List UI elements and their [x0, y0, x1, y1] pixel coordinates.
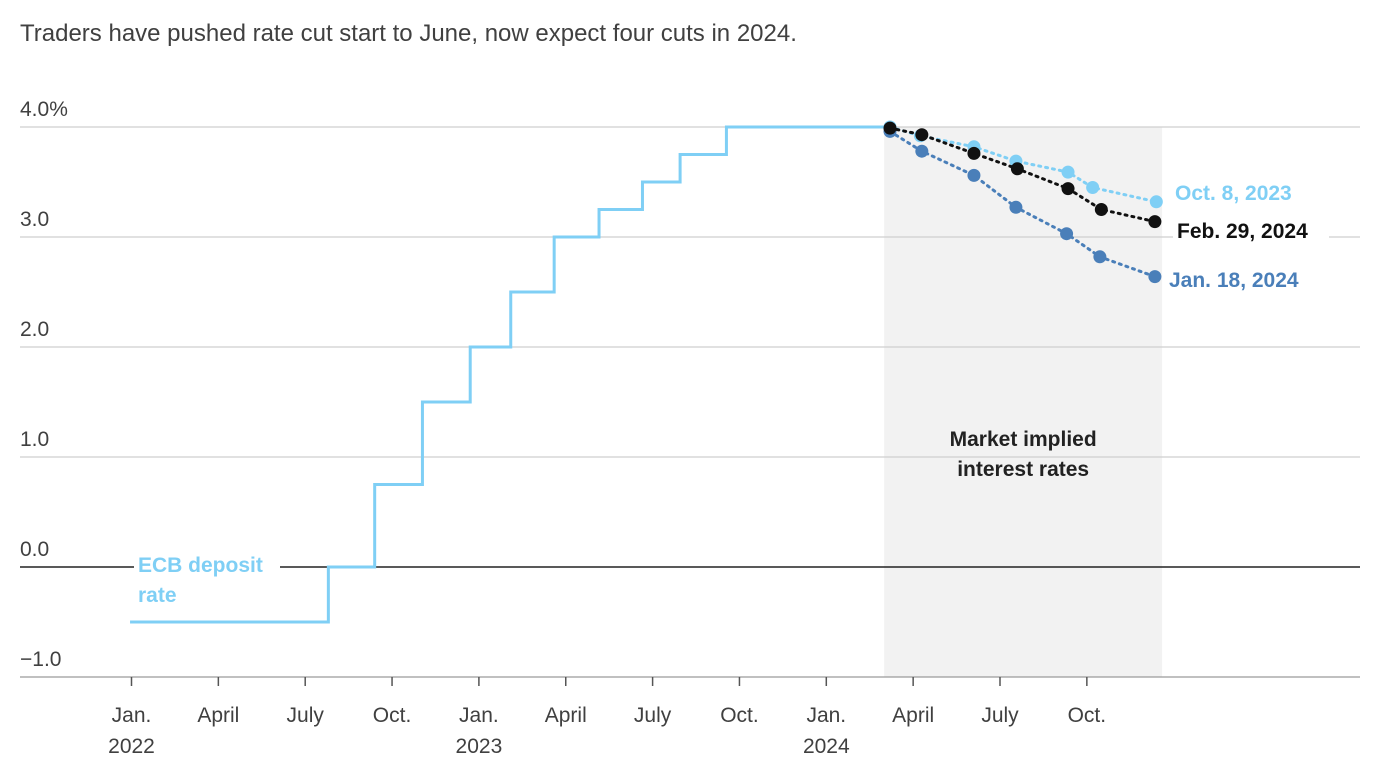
series-point-feb-29-2024 — [967, 146, 981, 160]
x-tick-label: July — [287, 704, 325, 727]
axis-layer: 4.0% 3.0 2.0 1.0 0.0 −1.0 Jan. 2022 April July Oct… — [20, 98, 1106, 758]
series-point-oct-8-2023 — [1086, 181, 1100, 194]
series-point-jan-18-2024 — [1148, 270, 1162, 284]
x-tick-label: July — [634, 704, 672, 727]
series-point-feb-29-2024 — [915, 128, 929, 142]
y-tick-label: −1.0 — [20, 648, 61, 671]
x-tick-label: Oct. — [1068, 704, 1107, 727]
x-tick-label: July — [981, 704, 1019, 727]
y-tick-label: 2.0 — [20, 318, 49, 341]
x-tick-label: Jan. — [112, 704, 152, 727]
x-tick-year-label: 2022 — [108, 735, 155, 758]
x-tick-year-label: 2023 — [456, 735, 503, 758]
chart-title: Traders have pushed rate cut start to Ju… — [20, 20, 797, 47]
x-tick-label: April — [545, 704, 587, 727]
label-layer: ECB deposit rate Oct. 8, 2023 Feb. 29, 2024… — [134, 182, 1329, 610]
y-tick-label: 0.0 — [20, 538, 49, 561]
series-point-feb-29-2024 — [1094, 203, 1108, 216]
series-layer — [130, 120, 1163, 624]
x-tick-label: April — [892, 704, 934, 727]
x-tick-label: Jan. — [806, 704, 846, 727]
series-point-feb-29-2024 — [1061, 182, 1075, 196]
shaded-region-label-line1: Market implied — [950, 428, 1097, 451]
y-tick-label: 1.0 — [20, 428, 49, 451]
series-point-jan-18-2024 — [915, 144, 929, 158]
series-point-feb-29-2024 — [883, 121, 897, 135]
deposit-rate-label-bg — [134, 550, 280, 610]
y-tick-label: 4.0% — [20, 98, 68, 121]
deposit-rate-label-line2: rate — [138, 584, 177, 607]
series-point-oct-8-2023 — [1149, 195, 1163, 209]
deposit-rate-line — [130, 125, 890, 624]
series-label-bg — [1173, 218, 1329, 246]
x-tick-label: Jan. — [459, 704, 499, 727]
shaded-region — [884, 127, 1163, 677]
series-point-feb-29-2024 — [1010, 162, 1024, 176]
series-point-jan-18-2024 — [967, 168, 981, 182]
y-tick-label: 3.0 — [20, 208, 49, 231]
shaded-region-layer: Market implied interest rates — [884, 127, 1163, 677]
series-label-jan-18-2024: Jan. 18, 2024 — [1169, 269, 1299, 292]
series-point-jan-18-2024 — [1093, 250, 1107, 264]
series-label-feb-29-2024: Feb. 29, 2024 — [1177, 220, 1308, 243]
deposit-rate-label-line1: ECB deposit — [138, 554, 263, 577]
series-label-oct-8-2023: Oct. 8, 2023 — [1175, 182, 1292, 205]
x-tick-label: April — [197, 704, 239, 727]
series-point-feb-29-2024 — [1148, 215, 1162, 229]
series-point-jan-18-2024 — [1060, 227, 1074, 241]
series-point-oct-8-2023 — [1061, 165, 1075, 179]
shaded-region-label-line2: interest rates — [957, 458, 1089, 481]
x-tick-label: Oct. — [373, 704, 412, 727]
series-point-jan-18-2024 — [1009, 200, 1023, 214]
x-tick-year-label: 2024 — [803, 735, 850, 758]
x-tick-label: Oct. — [720, 704, 759, 727]
